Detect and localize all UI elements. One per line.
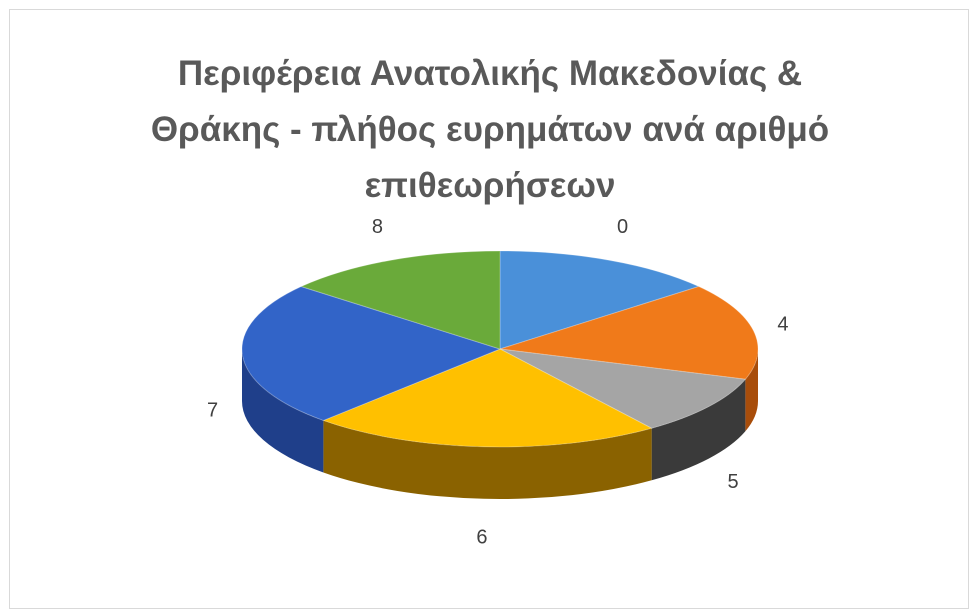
chart-title: Περιφέρεια Ανατολικής Μακεδονίας & Θράκη… [10, 46, 970, 214]
data-label-4: 4 [777, 314, 788, 336]
data-label-5: 5 [727, 471, 738, 493]
slice-side-4 [745, 349, 758, 432]
chart-area: Περιφέρεια Ανατολικής Μακεδονίας & Θράκη… [9, 9, 969, 609]
slice-6 [321, 348, 654, 448]
slice-0 [499, 250, 701, 350]
pie-data-labels: 0 4 5 6 7 8 [207, 216, 788, 549]
slice-side-6 [323, 420, 652, 499]
data-label-0: 0 [617, 216, 628, 238]
chart-title-line-3: επιθεωρήσεων [364, 166, 616, 205]
data-label-7: 7 [207, 400, 218, 422]
slice-side-7 [242, 349, 324, 473]
slice-4 [499, 285, 759, 380]
slice-5 [499, 348, 747, 429]
pie-sides [242, 349, 758, 499]
data-label-6: 6 [476, 527, 487, 549]
chart-title-line-1: Περιφέρεια Ανατολικής Μακεδονίας & [177, 54, 803, 93]
chart-title-line-2: Θράκης - πλήθος ευρημάτων ανά αριθμό [150, 110, 830, 149]
data-label-8: 8 [372, 216, 383, 238]
slice-7 [241, 285, 502, 421]
slice-side-5 [651, 379, 746, 481]
slice-8 [299, 250, 501, 350]
pie-slices [241, 250, 759, 448]
